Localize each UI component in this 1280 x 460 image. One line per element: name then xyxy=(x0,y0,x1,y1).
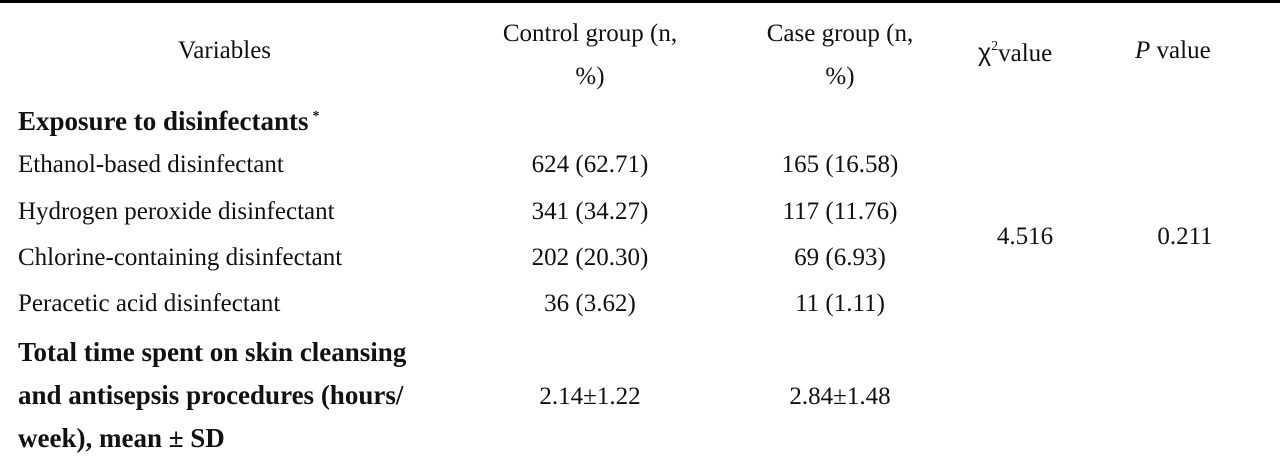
header-variables: Variables xyxy=(178,37,272,64)
row-label: Chlorine-containing disinfectant xyxy=(18,244,343,271)
row-label: Peracetic acid disinfectant xyxy=(18,290,281,317)
row-control-value: 341 (34.27) xyxy=(531,198,649,225)
row-control-value: 624 (62.71) xyxy=(531,151,649,178)
skin-cleansing-case-value: 2.84±1.48 xyxy=(789,383,891,410)
section-skin-line3: week), mean ± SD xyxy=(18,423,225,453)
section-skin-line2: and antisepsis procedures (hours/ xyxy=(18,380,404,410)
table-top-rule xyxy=(0,0,1280,3)
row-case-value: 11 (1.11) xyxy=(795,290,885,317)
header-control-line2: %) xyxy=(575,63,605,90)
header-case-line1: Case group (n, xyxy=(766,20,914,47)
row-case-value: 165 (16.58) xyxy=(781,151,899,178)
header-case-group: Case group (n, %) xyxy=(715,12,965,98)
chi-square-value: 4.516 xyxy=(996,223,1054,250)
p-italic: P xyxy=(1135,37,1151,64)
section-exposure-marker: * xyxy=(312,109,320,124)
p-suffix: value xyxy=(1150,37,1211,64)
p-value: 0.211 xyxy=(1157,223,1213,250)
row-control-value: 202 (20.30) xyxy=(531,244,649,271)
row-label: Ethanol-based disinfectant xyxy=(18,151,284,178)
header-p-value: P value xyxy=(1135,36,1211,66)
section-skin-cleansing-title: Total time spent on skin cleansing and a… xyxy=(18,331,406,460)
header-case-line2: %) xyxy=(825,63,855,90)
chi-suffix: value xyxy=(998,40,1053,67)
section-exposure-text: Exposure to disinfectants xyxy=(18,106,309,136)
chi-symbol: χ xyxy=(978,39,992,67)
section-exposure-title: Exposure to disinfectants * xyxy=(18,106,320,136)
header-control-group: Control group (n, %) xyxy=(455,12,725,98)
chi-superscript: 2 xyxy=(991,38,999,54)
header-control-line1: Control group (n, xyxy=(502,20,678,47)
section-skin-line1: Total time spent on skin cleansing xyxy=(18,337,407,367)
row-label: Hydrogen peroxide disinfectant xyxy=(18,198,335,225)
row-case-value: 69 (6.93) xyxy=(794,244,886,271)
row-control-value: 36 (3.62) xyxy=(544,290,636,317)
header-chi-value: χ2value xyxy=(978,38,1052,69)
skin-cleansing-control-value: 2.14±1.22 xyxy=(539,383,641,410)
row-case-value: 117 (11.76) xyxy=(782,198,898,225)
